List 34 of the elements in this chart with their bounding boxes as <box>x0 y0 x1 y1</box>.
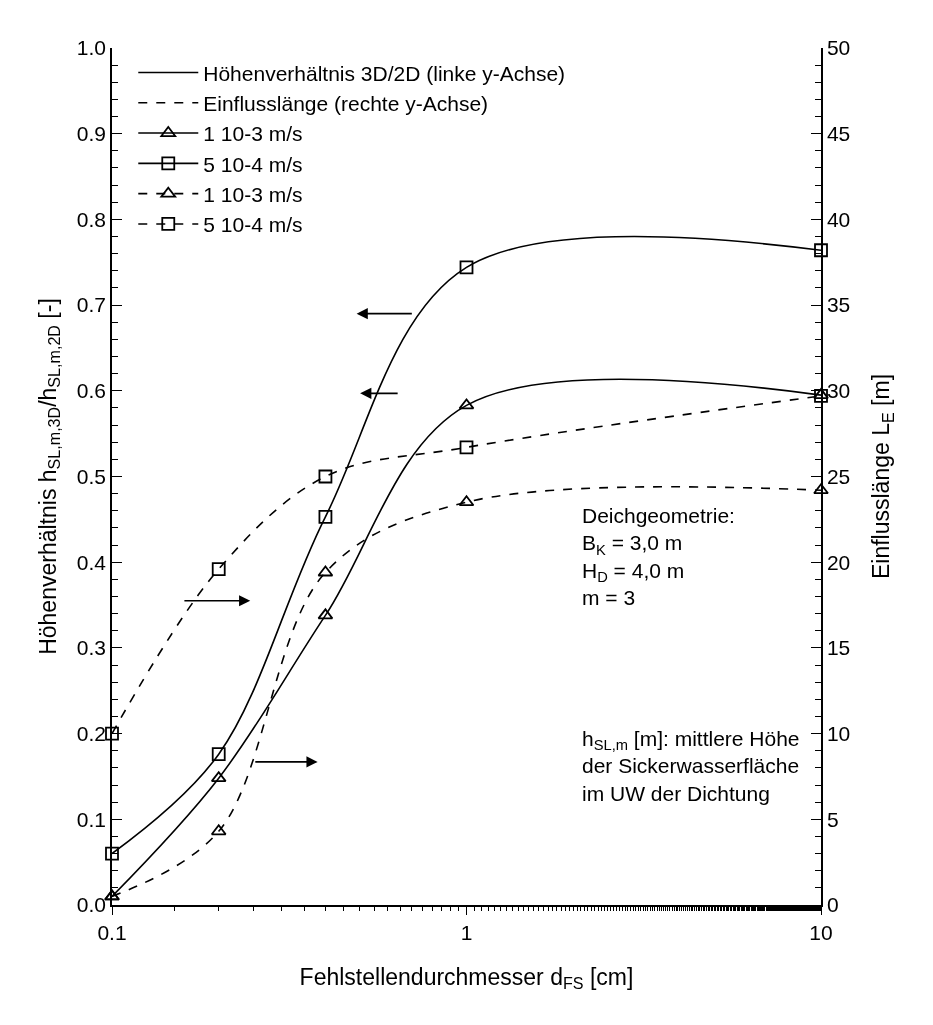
y2-tick-label: 35 <box>826 293 851 317</box>
y-tick-label: 1.0 <box>76 36 107 60</box>
legend-label: Einflusslänge (rechte y-Achse) <box>203 91 489 115</box>
x-tick-label: 0.1 <box>97 920 127 944</box>
y2-tick-label: 30 <box>826 379 851 403</box>
annotation: Deichgeometrie: B$_{K}$ = 3,0 m H$_{D}$ = 4,0 m m = 3 <box>582 504 735 609</box>
y-tick-label: 0.4 <box>76 550 107 574</box>
legend-label: 5 10-4 m/s <box>203 152 303 176</box>
y2-tick-label: 10 <box>826 721 851 745</box>
x-tick-label: 10 <box>809 920 833 944</box>
y-tick-label: 0.9 <box>76 122 107 146</box>
y2-tick-label: 40 <box>826 207 851 231</box>
y-tick-label: 0.3 <box>76 636 107 660</box>
y2-tick-label: 20 <box>826 550 851 574</box>
x-tick-label: 1 <box>460 920 473 944</box>
legend-label: 1 10-3 m/s <box>203 122 303 146</box>
y-tick-label: 0.0 <box>76 893 107 917</box>
y2-tick-label: 25 <box>826 464 851 488</box>
y-tick-label: 0.2 <box>76 721 107 745</box>
y2-tick-label: 15 <box>826 636 851 660</box>
legend-label: Höhenverhältnis 3D/2D (linke y-Achse) <box>203 61 566 85</box>
legend-label: 1 10-3 m/s <box>203 182 303 206</box>
y-tick-label: 0.6 <box>76 379 107 403</box>
legend-label: 5 10-4 m/s <box>203 213 303 237</box>
y-tick-label: 0.7 <box>76 293 107 317</box>
y2-tick-label: 50 <box>826 36 851 60</box>
y2-tick-label: 0 <box>826 893 839 917</box>
x-axis-title: Fehlstellendurchmesser d$_{FS}$ [cm] <box>299 963 634 993</box>
y-tick-label: 0.8 <box>76 207 107 231</box>
annotation: h$_{SL,m}$ [m]: mittlere Höhe der Sickerwasserfläche im UW der Dichtung <box>582 727 800 805</box>
y2-tick-label: 5 <box>826 807 839 831</box>
y-tick-label: 0.5 <box>76 464 107 488</box>
y-tick-label: 0.1 <box>76 807 107 831</box>
y2-tick-label: 45 <box>826 122 851 146</box>
